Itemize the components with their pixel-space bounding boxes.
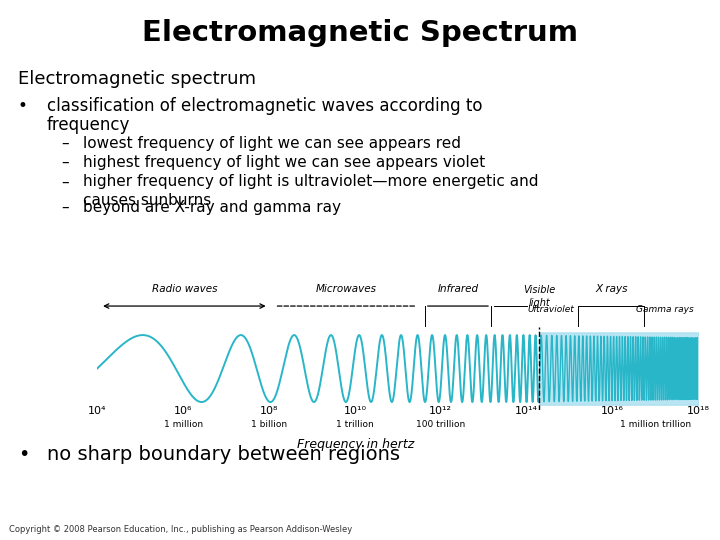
Text: X rays: X rays xyxy=(595,284,627,294)
Text: frequency: frequency xyxy=(47,116,130,134)
Text: –: – xyxy=(61,136,69,151)
Text: •: • xyxy=(18,446,30,464)
Text: Electromagnetic Spectrum: Electromagnetic Spectrum xyxy=(142,19,578,47)
Text: light: light xyxy=(528,298,550,308)
Text: causes sunburns: causes sunburns xyxy=(83,193,211,208)
Text: –: – xyxy=(61,174,69,190)
Text: 1 million: 1 million xyxy=(163,421,203,429)
Text: lowest frequency of light we can see appears red: lowest frequency of light we can see app… xyxy=(83,136,461,151)
Text: –: – xyxy=(61,200,69,215)
Text: Infrared: Infrared xyxy=(437,284,479,294)
Text: highest frequency of light we can see appears violet: highest frequency of light we can see ap… xyxy=(83,155,485,170)
Text: 10⁶: 10⁶ xyxy=(174,407,192,416)
Text: 100 trillion: 100 trillion xyxy=(416,421,465,429)
Text: Visible: Visible xyxy=(523,285,555,295)
Text: Electromagnetic spectrum: Electromagnetic spectrum xyxy=(18,70,256,88)
Text: Copyright © 2008 Pearson Education, Inc., publishing as Pearson Addison-Wesley: Copyright © 2008 Pearson Education, Inc.… xyxy=(9,524,352,534)
Text: 1 trillion: 1 trillion xyxy=(336,421,374,429)
Text: Radio waves: Radio waves xyxy=(152,284,217,294)
Text: beyond are X-ray and gamma ray: beyond are X-ray and gamma ray xyxy=(83,200,341,215)
Text: 10⁸: 10⁸ xyxy=(260,407,279,416)
Text: higher frequency of light is ultraviolet—more energetic and: higher frequency of light is ultraviolet… xyxy=(83,174,539,190)
Text: 10¹⁸: 10¹⁸ xyxy=(687,407,710,416)
Text: 10¹⁴: 10¹⁴ xyxy=(515,407,538,416)
Text: Microwaves: Microwaves xyxy=(316,284,377,294)
Text: classification of electromagnetic waves according to: classification of electromagnetic waves … xyxy=(47,97,482,115)
Text: Gamma rays: Gamma rays xyxy=(636,305,694,314)
Text: 10¹⁰: 10¹⁰ xyxy=(343,407,366,416)
Text: no sharp boundary between regions: no sharp boundary between regions xyxy=(47,446,400,464)
Text: Frequency in hertz: Frequency in hertz xyxy=(297,437,414,451)
Text: 1 million trillion: 1 million trillion xyxy=(619,421,690,429)
Text: –: – xyxy=(61,155,69,170)
Text: 10¹²: 10¹² xyxy=(429,407,452,416)
Text: Ultraviolet: Ultraviolet xyxy=(528,305,575,314)
Text: •: • xyxy=(18,97,28,115)
Text: 10¹⁶: 10¹⁶ xyxy=(601,407,624,416)
Text: 10⁴: 10⁴ xyxy=(88,407,107,416)
Text: 1 billion: 1 billion xyxy=(251,421,287,429)
